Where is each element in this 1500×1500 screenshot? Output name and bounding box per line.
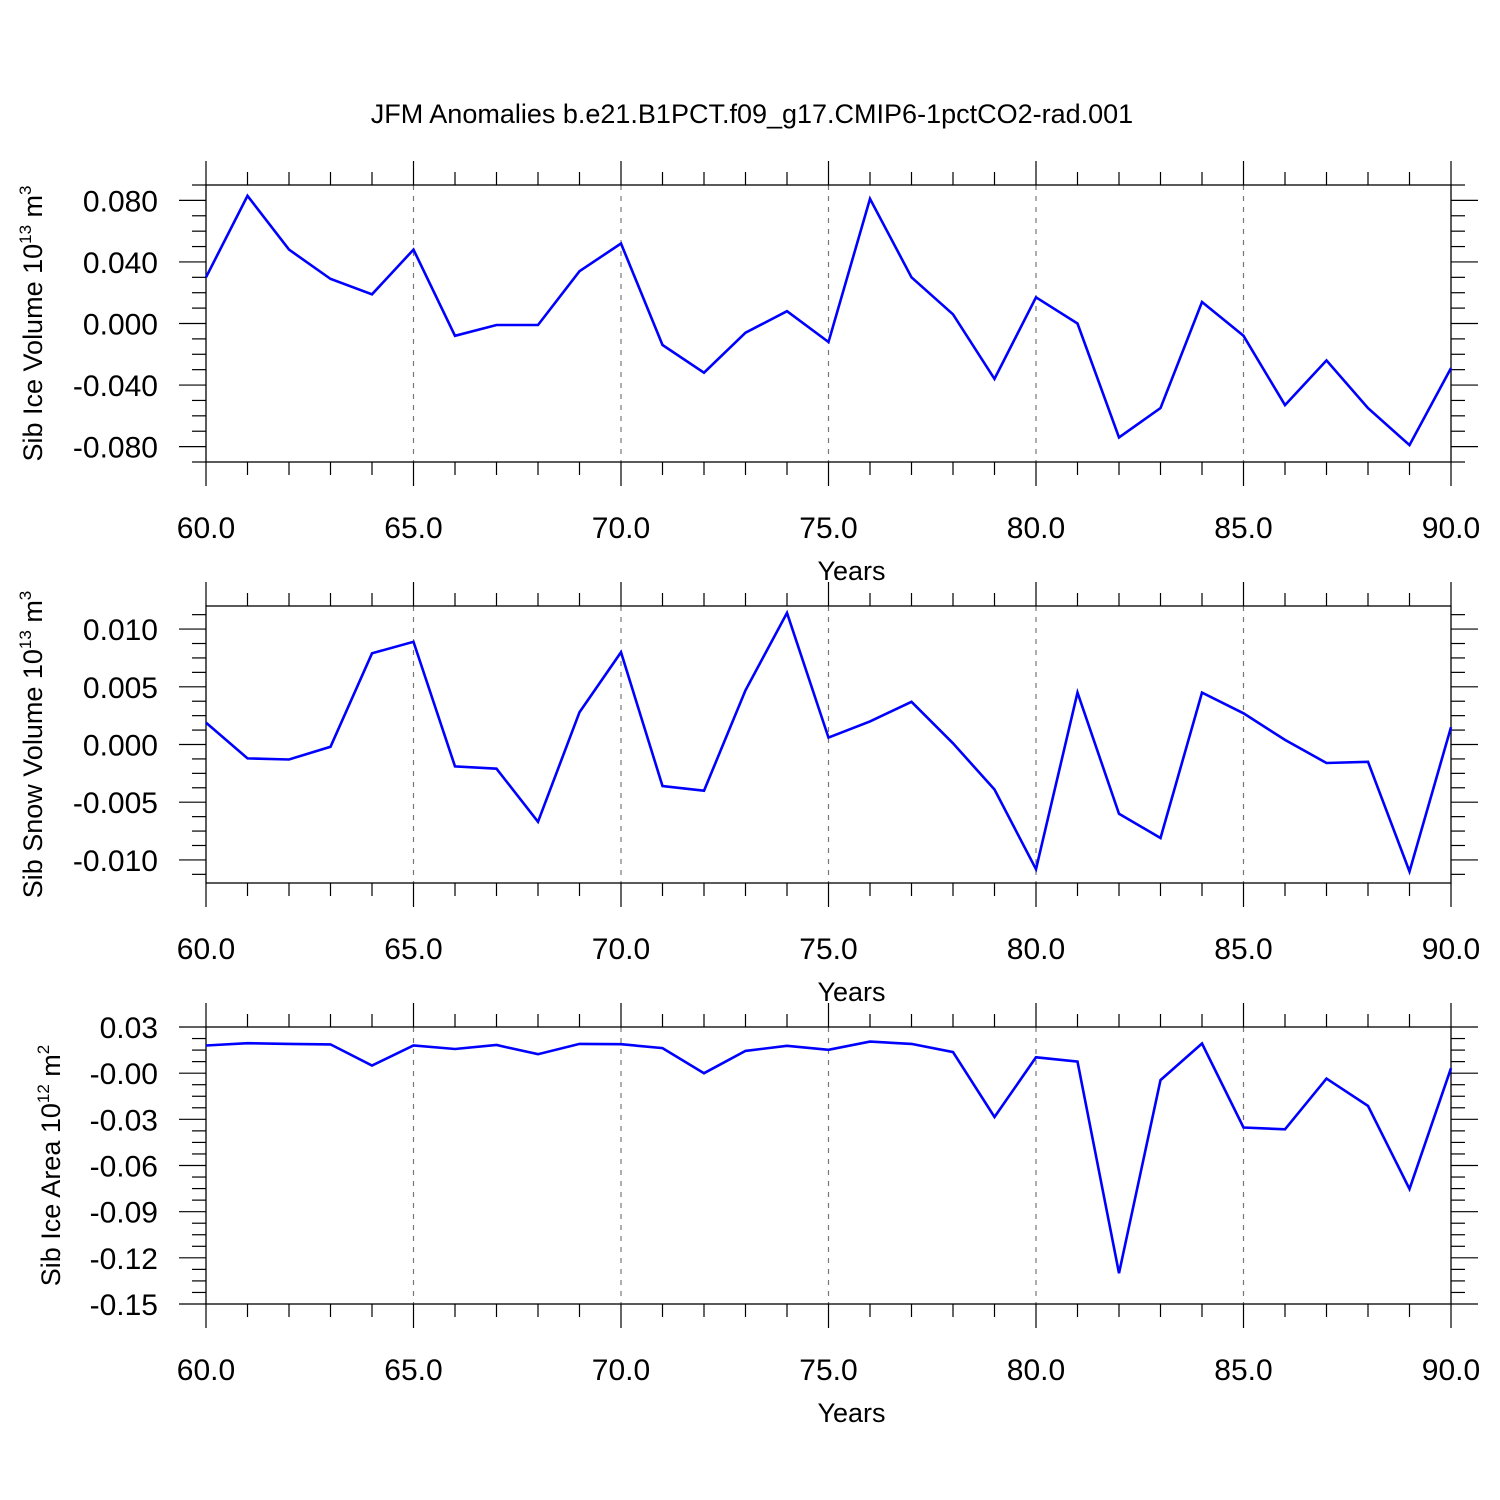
x-tick-label: 70.0 [592,1354,650,1387]
y-tick-label: -0.080 [73,432,158,465]
x-tick-label: 90.0 [1422,1354,1480,1387]
y-tick-label: -0.06 [90,1151,158,1184]
y-tick-label: 0.080 [83,185,158,218]
x-tick-label: 85.0 [1214,933,1272,966]
x-tick-label: 90.0 [1422,512,1480,545]
y-tick-label: -0.040 [73,370,158,403]
y-axis-label: Sib Ice Volume 1013 m3 [16,185,48,461]
x-tick-label: 65.0 [384,512,442,545]
x-tick-label: 85.0 [1214,512,1272,545]
y-axis-label: Sib Snow Volume 1013 m3 [16,591,48,899]
series-line [204,193,1453,448]
x-axis-label: Years [817,977,885,1007]
x-tick-label: 75.0 [799,1354,857,1387]
y-tick-label: 0.010 [83,614,158,647]
x-tick-label: 65.0 [384,1354,442,1387]
panels: 60.0 65.0 70.0 75.0 80.0 85.0 90.0 0.080 0.040 0.… [16,161,1480,1428]
x-tick-label: 65.0 [384,933,442,966]
x-tick-label: 85.0 [1214,1354,1272,1387]
y-tick-label: -0.010 [73,845,158,878]
y-tick-label: -0.09 [90,1197,158,1230]
x-axis-label: Years [817,1398,885,1428]
x-tick-label: 75.0 [799,512,857,545]
figure-title: JFM Anomalies b.e21.B1PCT.f09_g17.CMIP6-… [371,99,1133,129]
y-tick-label: -0.12 [90,1243,158,1276]
x-tick-label: 90.0 [1422,933,1480,966]
y-tick-label: 0.000 [83,730,158,763]
chart-panel-3: 60.0 65.0 70.0 75.0 80.0 85.0 90.0 0.03 -0.00 -0.… [34,1003,1480,1428]
y-tick-label: 0.03 [100,1012,158,1045]
y-tick-label: -0.00 [90,1058,158,1091]
x-tick-label: 80.0 [1007,512,1065,545]
x-tick-label: 60.0 [177,933,235,966]
x-tick-label: 80.0 [1007,933,1065,966]
chart-panel-1: 60.0 65.0 70.0 75.0 80.0 85.0 90.0 0.080 0.040 0.… [16,161,1480,586]
y-tick-label: 0.005 [83,672,158,705]
y-tick-label: -0.005 [73,787,158,820]
x-tick-label: 70.0 [592,933,650,966]
x-tick-label: 70.0 [592,512,650,545]
x-tick-label: 60.0 [177,512,235,545]
series-line [205,609,1453,876]
chart-panel-2: 60.0 65.0 70.0 75.0 80.0 85.0 90.0 0.010 0.005 0.… [16,582,1480,1007]
y-tick-label: 0.000 [83,309,158,342]
x-axis-label: Years [817,556,885,586]
y-tick-label: -0.03 [90,1104,158,1137]
x-tick-label: 60.0 [177,1354,235,1387]
x-tick-label: 80.0 [1007,1354,1065,1387]
x-tick-label: 75.0 [799,933,857,966]
y-tick-label: -0.15 [90,1289,158,1322]
y-tick-label: 0.040 [83,247,158,280]
series-line [205,1040,1453,1274]
y-axis-label: Sib Ice Area 1012 m2 [34,1045,66,1287]
